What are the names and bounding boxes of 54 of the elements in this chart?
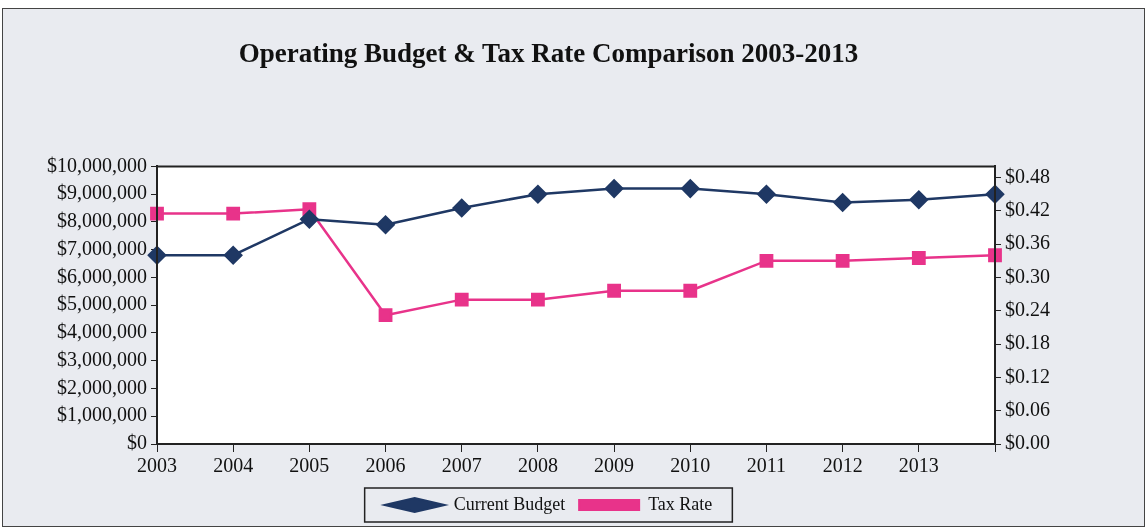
legend-label: Current Budget <box>453 493 566 514</box>
x-tick-label: 2009 <box>594 454 635 477</box>
point <box>607 283 621 298</box>
point <box>223 245 243 265</box>
y2-tick-label: $0.12 <box>1005 364 1050 387</box>
y-tick-label: $2,000,000 <box>57 375 147 398</box>
point <box>454 292 469 307</box>
point <box>835 253 850 268</box>
y-tick-label: $7,000,000 <box>57 236 147 259</box>
y2-tick-label: $0.36 <box>1005 231 1050 254</box>
y-tick-label: $5,000,000 <box>57 292 147 315</box>
y2-tick-label: $0.24 <box>1005 298 1050 320</box>
y2-tick-label: $0.48 <box>1005 164 1050 187</box>
y-tick-label: $8,000,000 <box>57 209 147 232</box>
point <box>681 179 700 198</box>
y2-tick-label: $0.00 <box>1005 431 1050 454</box>
point <box>683 283 698 298</box>
point <box>604 179 624 198</box>
x-tick-label: 2003 <box>137 454 177 477</box>
y2-tick-label: $0.06 <box>1005 397 1050 420</box>
y2-tick-label: $0.42 <box>1005 198 1050 221</box>
x-tick-label: 2013 <box>898 454 939 477</box>
point <box>759 253 774 268</box>
x-tick-label: 2012 <box>822 454 863 477</box>
point <box>226 206 241 221</box>
y-tick-label: $0 <box>127 431 147 454</box>
chart-title: Operating Budget & Tax Rate Comparison 2003-2013 <box>238 38 859 69</box>
y2-tick-label: $0.30 <box>1005 264 1050 287</box>
x-tick-label: 2005 <box>289 454 330 477</box>
point <box>911 251 926 265</box>
y-tick-label: $3,000,000 <box>57 347 147 370</box>
point <box>452 198 471 218</box>
x-tick-label: 2011 <box>746 454 787 477</box>
y-tick-label: $4,000,000 <box>57 320 147 343</box>
point <box>300 209 319 229</box>
x-tick-label: 2007 <box>441 454 482 477</box>
point <box>528 184 548 204</box>
y-tick-label: $1,000,000 <box>57 403 147 426</box>
point <box>376 215 395 234</box>
x-tick-label: 2006 <box>365 454 406 477</box>
y-tick-label: $9,000,000 <box>57 181 147 204</box>
point <box>757 184 776 204</box>
legend-label: Tax Rate <box>648 493 713 514</box>
y-tick-label: $6,000,000 <box>57 264 147 287</box>
x-tick-label: 2008 <box>517 454 558 477</box>
y-tick-label: $10,000,000 <box>47 153 147 176</box>
point <box>909 190 929 209</box>
point <box>833 193 852 212</box>
x-tick-label: 2004 <box>213 454 254 477</box>
y2-tick-label: $0.18 <box>1005 331 1050 354</box>
point <box>988 248 1002 263</box>
point <box>531 292 545 307</box>
point <box>378 308 393 323</box>
x-tick-label: 2010 <box>670 454 711 477</box>
